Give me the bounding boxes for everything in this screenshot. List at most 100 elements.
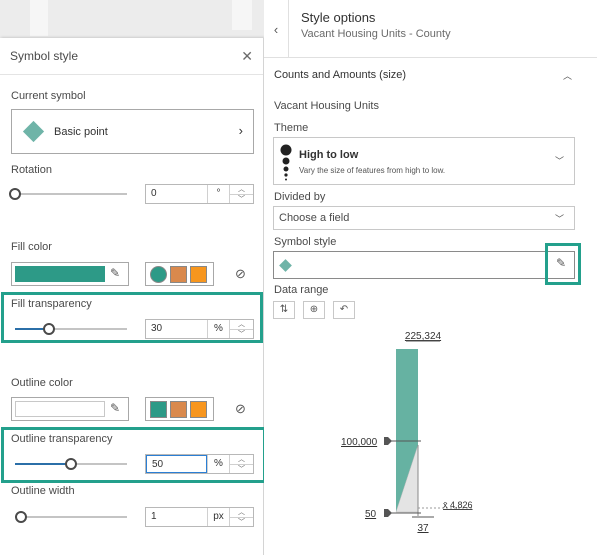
data-range-chart: 225,324 100,000 50 37 x̄ 4,826	[341, 331, 473, 534]
chevron-up-icon[interactable]: ︿	[230, 508, 253, 518]
outline-color-swatch	[15, 401, 105, 417]
rotation-input[interactable]: 0 ° ︿ ﹀	[145, 184, 254, 204]
palette-swatch-teal[interactable]	[150, 265, 167, 283]
section-title: Counts and Amounts (size)	[274, 69, 407, 81]
pencil-icon[interactable]: ✎	[110, 266, 121, 280]
fill-transparency-label: Fill transparency	[11, 298, 92, 310]
slider-fill	[15, 463, 71, 465]
fill-color-swatch	[15, 266, 105, 282]
divided-by-label: Divided by	[274, 191, 326, 203]
current-symbol-name: Basic point	[54, 125, 108, 138]
no-color-icon[interactable]: ⊘	[235, 266, 246, 281]
fill-color-palette	[145, 262, 214, 286]
pencil-icon[interactable]: ✎	[110, 401, 121, 415]
outline-width-input[interactable]: 1 px ︿ ﹀	[145, 507, 254, 527]
rotation-value[interactable]: 0	[151, 188, 157, 199]
zoom-range-button[interactable]: ⊕	[303, 301, 325, 319]
point-symbol-icon	[22, 120, 45, 143]
chevron-up-icon[interactable]: ︿	[230, 185, 253, 195]
chevron-down-icon[interactable]: ﹀	[238, 519, 245, 526]
outline-width-stepper[interactable]: ︿ ﹀	[229, 508, 253, 526]
fill-transparency-slider[interactable]	[15, 322, 127, 336]
panel-title: Style options	[301, 10, 376, 25]
chevron-down-icon[interactable]: ﹀	[238, 466, 245, 473]
rotation-unit: °	[207, 185, 229, 203]
outline-transparency-unit: %	[207, 455, 229, 473]
style-options-panel: ‹ Style options Vacant Housing Units - C…	[264, 0, 597, 555]
fill-color-label: Fill color	[11, 241, 52, 253]
fill-transparency-unit: %	[207, 320, 229, 338]
pencil-icon[interactable]: ✎	[556, 256, 567, 270]
outline-color-palette	[145, 397, 214, 421]
field-label: Vacant Housing Units	[274, 100, 379, 112]
slider-fill	[15, 328, 49, 330]
outline-transparency-value[interactable]: 50	[146, 455, 207, 473]
slider-thumb[interactable]	[15, 511, 27, 523]
panel-title: Symbol style	[10, 49, 79, 63]
rotation-label: Rotation	[11, 164, 52, 176]
theme-select[interactable]: High to low Vary the size of features fr…	[273, 137, 575, 185]
outline-transparency-slider[interactable]	[15, 457, 127, 471]
slider-thumb[interactable]	[65, 458, 77, 470]
symbol-style-header: Symbol style ✕	[0, 38, 263, 75]
symbol-style-field[interactable]	[273, 251, 575, 279]
chevron-down-icon[interactable]: ﹀	[238, 196, 245, 203]
data-range-label: Data range	[274, 284, 329, 296]
chevron-right-icon: ›	[238, 123, 243, 138]
chevron-left-icon: ‹	[273, 21, 279, 37]
current-symbol-button[interactable]: Basic point ›	[11, 109, 254, 154]
chevron-up-icon[interactable]: ︿	[230, 455, 253, 465]
point-symbol-icon	[279, 259, 292, 272]
chevron-up-icon[interactable]: ︿	[562, 70, 572, 81]
map-shape	[30, 0, 48, 36]
palette-swatch-teal[interactable]	[150, 400, 167, 418]
outline-width-value[interactable]: 1	[151, 511, 157, 522]
palette-swatch-amber[interactable]	[190, 265, 207, 283]
handle-high-label: 100,000	[341, 437, 378, 448]
mean-label: x̄ 4,826	[443, 500, 473, 510]
map-shape	[232, 0, 252, 30]
max-value-label: 225,324	[405, 331, 442, 342]
handle-high[interactable]	[384, 437, 392, 445]
symbol-style-label: Symbol style	[274, 236, 337, 248]
current-symbol-label: Current symbol	[11, 90, 86, 102]
outline-width-slider[interactable]	[15, 510, 127, 524]
handle-low[interactable]	[384, 509, 392, 517]
symbol-style-panel: Symbol style ✕ Current symbol Basic poin…	[0, 38, 264, 555]
slider-thumb[interactable]	[43, 323, 55, 335]
rotation-slider[interactable]	[9, 187, 127, 201]
outline-transparency-stepper[interactable]: ︿ ﹀	[229, 455, 253, 473]
chevron-up-icon[interactable]: ︿	[230, 320, 253, 330]
swap-vertical-icon: ⇅	[279, 304, 289, 315]
undo-icon: ↶	[339, 304, 349, 315]
section-header[interactable]: Counts and Amounts (size) ︿	[264, 58, 597, 92]
fill-transparency-value[interactable]: 30	[151, 323, 163, 334]
divided-by-select[interactable]: Choose a field ﹀	[273, 206, 575, 230]
handle-low-label: 50	[365, 509, 377, 520]
fill-color-picker[interactable]: ✎	[11, 262, 129, 286]
fill-transparency-stepper[interactable]: ︿ ﹀	[229, 320, 253, 338]
style-options-header: ‹ Style options Vacant Housing Units - C…	[264, 0, 597, 58]
invert-range-button[interactable]: ⇅	[273, 301, 295, 319]
outline-width-label: Outline width	[11, 485, 75, 497]
divided-by-placeholder: Choose a field	[279, 212, 350, 224]
palette-swatch-amber[interactable]	[190, 400, 207, 418]
slider-track	[15, 193, 127, 195]
theme-label: Theme	[274, 122, 309, 134]
slider-thumb[interactable]	[9, 188, 21, 200]
outline-color-picker[interactable]: ✎	[11, 397, 129, 421]
chevron-down-icon[interactable]: ﹀	[238, 331, 245, 338]
palette-swatch-orange[interactable]	[170, 265, 187, 283]
outline-width-unit: px	[207, 508, 229, 526]
close-icon[interactable]: ✕	[241, 47, 253, 64]
back-button[interactable]: ‹	[264, 0, 289, 58]
theme-title: High to low	[299, 149, 359, 161]
slider-track	[15, 328, 127, 330]
reset-range-button[interactable]: ↶	[333, 301, 355, 319]
outline-transparency-input[interactable]: 50 % ︿ ﹀	[145, 454, 254, 474]
rotation-stepper[interactable]: ︿ ﹀	[229, 185, 253, 203]
fill-transparency-input[interactable]: 30 % ︿ ﹀	[145, 319, 254, 339]
no-color-icon[interactable]: ⊘	[235, 401, 246, 416]
palette-swatch-orange[interactable]	[170, 400, 187, 418]
zoom-in-icon: ⊕	[309, 304, 319, 315]
